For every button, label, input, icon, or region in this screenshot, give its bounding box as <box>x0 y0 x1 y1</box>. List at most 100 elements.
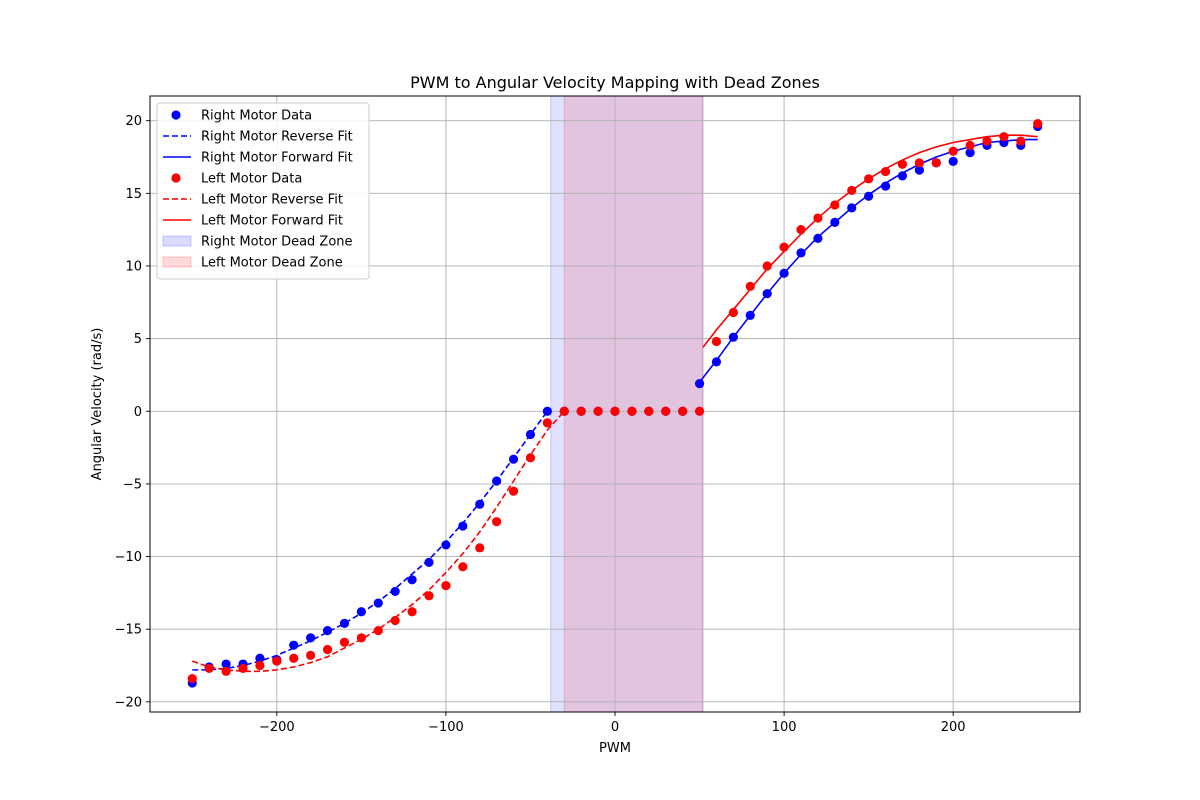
left-motor-data-point <box>458 562 468 572</box>
legend-label-left-motor-dead-zone: Left Motor Dead Zone <box>201 256 343 271</box>
left-motor-data-point <box>542 418 552 428</box>
right-motor-data-point <box>965 148 975 158</box>
left-motor-data-point <box>373 626 383 636</box>
left-motor-data-point <box>221 666 231 676</box>
left-motor-data-point <box>255 660 265 671</box>
left-motor-data-point <box>948 146 958 156</box>
left-motor-data-point <box>661 406 671 416</box>
right-motor-data-point <box>289 640 299 650</box>
left-motor-data-point <box>390 615 400 626</box>
right-motor-data-point <box>813 233 823 243</box>
right-motor-data-point <box>322 626 333 636</box>
right-motor-data-point <box>830 217 840 227</box>
right-motor-data-point <box>711 357 722 367</box>
left-motor-reverse-fit-line <box>192 410 565 673</box>
right-motor-data-point <box>525 429 536 440</box>
left-motor-data-point <box>187 673 197 684</box>
legend: Right Motor Data Right Motor Reverse Fit R… <box>156 102 370 280</box>
left-motor-data-point <box>847 185 857 196</box>
x-tick-label: 200 <box>941 720 966 735</box>
left-motor-data-point <box>864 174 874 184</box>
left-motor-data-point <box>559 406 569 416</box>
x-tick-label: 100 <box>772 720 797 735</box>
dead-zone-layer <box>550 95 704 713</box>
left-motor-data-point <box>238 663 248 674</box>
legend-patch-left-motor-dead-zone <box>162 256 192 268</box>
left-motor-data-point <box>289 653 299 663</box>
legend-label-left-motor-data: Left Motor Data <box>201 172 302 187</box>
y-tick-label: 0 <box>134 405 142 420</box>
left-motor-data-point <box>627 406 637 416</box>
left-motor-data-point <box>593 406 603 416</box>
left-motor-data-point <box>424 591 434 601</box>
left-motor-data-point <box>779 242 789 252</box>
x-tick-label: −200 <box>259 720 295 735</box>
left-motor-data-point <box>694 406 705 416</box>
x-axis-label: PWM <box>599 741 631 756</box>
y-tick-label: 15 <box>125 187 142 202</box>
right-motor-data-point <box>424 557 434 567</box>
right-motor-dead-zone-band <box>550 95 704 713</box>
legend-label-right-motor-forward-fit: Right Motor Forward Fit <box>201 151 353 166</box>
left-motor-data-point <box>508 486 519 496</box>
left-motor-data-point <box>492 517 502 527</box>
left-motor-data-point <box>1033 119 1043 129</box>
y-tick-label: 20 <box>125 114 142 129</box>
left-motor-data-point <box>914 158 924 168</box>
left-motor-data-point <box>880 166 891 177</box>
left-motor-data-point <box>965 140 975 150</box>
right-motor-data-point <box>390 586 400 597</box>
left-motor-data-point <box>204 663 214 674</box>
legend-marker-right-motor-data <box>171 110 181 120</box>
right-motor-data-point <box>508 454 519 464</box>
right-motor-data-point <box>897 171 908 181</box>
left-motor-data-series <box>187 119 1043 684</box>
legend-box <box>156 102 370 280</box>
x-tick-label: 0 <box>611 720 619 735</box>
right-motor-data-point <box>407 575 417 585</box>
right-motor-data-point <box>356 607 366 617</box>
right-motor-data-point <box>796 248 806 258</box>
left-motor-data-point <box>644 406 654 416</box>
left-motor-data-point <box>745 281 755 291</box>
right-motor-data-point <box>880 181 891 191</box>
left-motor-data-point <box>796 225 806 235</box>
right-motor-data-point <box>948 156 958 166</box>
y-tick-label: −10 <box>115 550 142 565</box>
left-motor-data-point <box>525 453 536 463</box>
left-motor-data-point <box>813 213 823 223</box>
left-motor-data-point <box>272 656 282 666</box>
left-motor-data-point <box>339 637 350 647</box>
left-motor-data-point <box>728 307 738 318</box>
y-tick-label: −20 <box>115 695 142 710</box>
legend-marker-left-motor-data <box>171 173 181 183</box>
right-motor-data-point <box>728 332 738 342</box>
right-motor-data-point <box>864 191 874 201</box>
right-motor-data-point <box>779 268 789 278</box>
tick-layer: −200 −100 0 100 200 −20 −15 −10 −5 0 5 10 15 20 <box>115 114 966 735</box>
right-motor-data-point <box>221 659 231 669</box>
left-motor-data-point <box>475 543 485 553</box>
left-motor-data-point <box>762 261 772 271</box>
left-motor-dead-zone-band <box>563 95 704 713</box>
grid-layer <box>150 96 1080 712</box>
left-motor-data-point <box>711 336 722 347</box>
right-motor-data-point <box>475 499 485 509</box>
left-motor-data-point <box>407 607 417 617</box>
legend-patch-right-motor-dead-zone <box>162 235 192 247</box>
left-motor-data-point <box>576 406 586 416</box>
left-motor-data-point <box>897 159 908 169</box>
right-motor-data-point <box>694 379 705 389</box>
right-motor-data-point <box>492 476 502 486</box>
right-motor-data-point <box>847 203 857 213</box>
left-motor-data-point <box>999 132 1009 142</box>
left-motor-data-point <box>982 136 992 146</box>
left-motor-data-point <box>322 644 333 655</box>
right-motor-data-point <box>914 165 924 175</box>
chart-title: PWM to Angular Velocity Mapping with Dea… <box>410 73 820 92</box>
y-tick-label: 10 <box>125 259 142 274</box>
left-motor-data-point <box>830 200 840 210</box>
right-motor-data-point <box>458 521 468 531</box>
y-tick-label: −5 <box>123 477 142 492</box>
